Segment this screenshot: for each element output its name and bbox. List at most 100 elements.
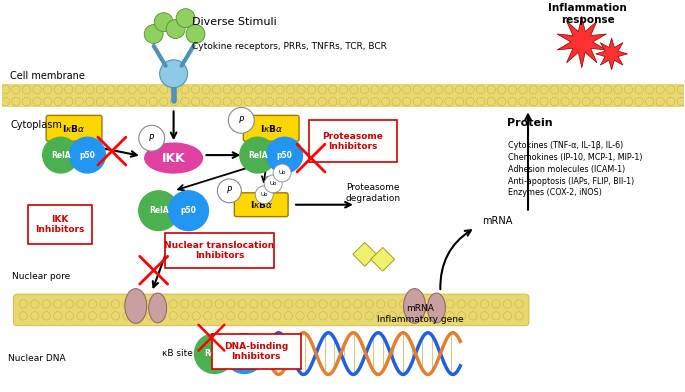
Circle shape bbox=[265, 85, 273, 94]
Circle shape bbox=[223, 85, 232, 94]
Circle shape bbox=[550, 85, 559, 94]
Circle shape bbox=[88, 312, 97, 320]
Circle shape bbox=[227, 312, 235, 320]
Circle shape bbox=[308, 300, 316, 308]
Circle shape bbox=[54, 97, 62, 106]
Circle shape bbox=[477, 85, 485, 94]
Circle shape bbox=[250, 312, 258, 320]
Circle shape bbox=[261, 300, 270, 308]
Circle shape bbox=[77, 312, 85, 320]
Text: mRNA: mRNA bbox=[482, 216, 512, 226]
Circle shape bbox=[12, 85, 20, 94]
Circle shape bbox=[12, 97, 20, 106]
Circle shape bbox=[43, 97, 52, 106]
Polygon shape bbox=[353, 242, 377, 266]
Circle shape bbox=[42, 300, 51, 308]
Ellipse shape bbox=[403, 289, 425, 323]
Text: IKK
Inhibitors: IKK Inhibitors bbox=[36, 215, 85, 234]
Circle shape bbox=[329, 85, 337, 94]
Circle shape bbox=[139, 191, 179, 230]
Text: RelA: RelA bbox=[149, 206, 169, 215]
Text: Nuclear translocation
Inhibitors: Nuclear translocation Inhibitors bbox=[164, 241, 275, 260]
Circle shape bbox=[339, 97, 347, 106]
Circle shape bbox=[667, 85, 675, 94]
Circle shape bbox=[377, 300, 385, 308]
Circle shape bbox=[276, 85, 284, 94]
Circle shape bbox=[296, 300, 304, 308]
Circle shape bbox=[371, 97, 379, 106]
Text: RelA: RelA bbox=[248, 151, 268, 160]
Circle shape bbox=[234, 97, 242, 106]
Circle shape bbox=[176, 9, 195, 27]
Circle shape bbox=[350, 85, 358, 94]
Circle shape bbox=[603, 97, 612, 106]
Circle shape bbox=[318, 97, 326, 106]
Circle shape bbox=[353, 312, 362, 320]
Circle shape bbox=[399, 300, 408, 308]
Circle shape bbox=[170, 85, 179, 94]
Circle shape bbox=[377, 312, 385, 320]
FancyBboxPatch shape bbox=[46, 115, 102, 141]
Circle shape bbox=[457, 312, 466, 320]
Circle shape bbox=[540, 85, 548, 94]
Circle shape bbox=[284, 312, 292, 320]
Circle shape bbox=[360, 85, 369, 94]
Circle shape bbox=[53, 300, 62, 308]
Circle shape bbox=[158, 300, 166, 308]
Circle shape bbox=[445, 85, 453, 94]
Text: mRNA
Inflammatory gene: mRNA Inflammatory gene bbox=[377, 305, 464, 324]
Circle shape bbox=[487, 85, 495, 94]
Circle shape bbox=[286, 85, 295, 94]
Circle shape bbox=[413, 97, 421, 106]
Circle shape bbox=[469, 300, 477, 308]
Circle shape bbox=[146, 300, 154, 308]
Text: p50: p50 bbox=[277, 151, 292, 160]
Circle shape bbox=[582, 85, 590, 94]
Circle shape bbox=[64, 85, 73, 94]
Circle shape bbox=[128, 85, 136, 94]
Circle shape bbox=[593, 85, 601, 94]
Circle shape bbox=[308, 97, 316, 106]
FancyBboxPatch shape bbox=[212, 334, 301, 370]
Circle shape bbox=[656, 85, 664, 94]
Circle shape bbox=[170, 97, 179, 106]
Text: Ub: Ub bbox=[278, 171, 286, 176]
Circle shape bbox=[561, 85, 569, 94]
Circle shape bbox=[31, 300, 39, 308]
Circle shape bbox=[112, 300, 120, 308]
Circle shape bbox=[318, 85, 326, 94]
Circle shape bbox=[33, 97, 41, 106]
Circle shape bbox=[234, 85, 242, 94]
Circle shape bbox=[107, 85, 115, 94]
Text: Nuclear DNA: Nuclear DNA bbox=[8, 354, 66, 363]
Circle shape bbox=[265, 97, 273, 106]
Circle shape bbox=[273, 312, 281, 320]
Circle shape bbox=[434, 312, 443, 320]
Circle shape bbox=[466, 97, 474, 106]
Circle shape bbox=[23, 85, 31, 94]
Circle shape bbox=[169, 191, 208, 230]
Circle shape bbox=[508, 97, 516, 106]
Circle shape bbox=[128, 97, 136, 106]
Circle shape bbox=[329, 97, 337, 106]
Circle shape bbox=[492, 312, 500, 320]
Circle shape bbox=[492, 300, 500, 308]
Text: IKK: IKK bbox=[162, 152, 186, 165]
Circle shape bbox=[308, 85, 316, 94]
Ellipse shape bbox=[427, 293, 445, 323]
Text: κB site: κB site bbox=[162, 349, 193, 358]
Circle shape bbox=[169, 300, 177, 308]
Circle shape bbox=[480, 300, 488, 308]
Circle shape bbox=[530, 97, 538, 106]
Circle shape bbox=[160, 85, 168, 94]
Text: Diverse Stimuli: Diverse Stimuli bbox=[192, 17, 276, 27]
FancyBboxPatch shape bbox=[243, 115, 299, 141]
Circle shape bbox=[677, 97, 685, 106]
Circle shape bbox=[297, 97, 306, 106]
Ellipse shape bbox=[160, 60, 188, 87]
Polygon shape bbox=[371, 247, 395, 271]
Text: Inflammation
response: Inflammation response bbox=[549, 4, 627, 25]
Circle shape bbox=[195, 334, 234, 374]
Circle shape bbox=[225, 334, 264, 374]
FancyBboxPatch shape bbox=[13, 294, 529, 326]
